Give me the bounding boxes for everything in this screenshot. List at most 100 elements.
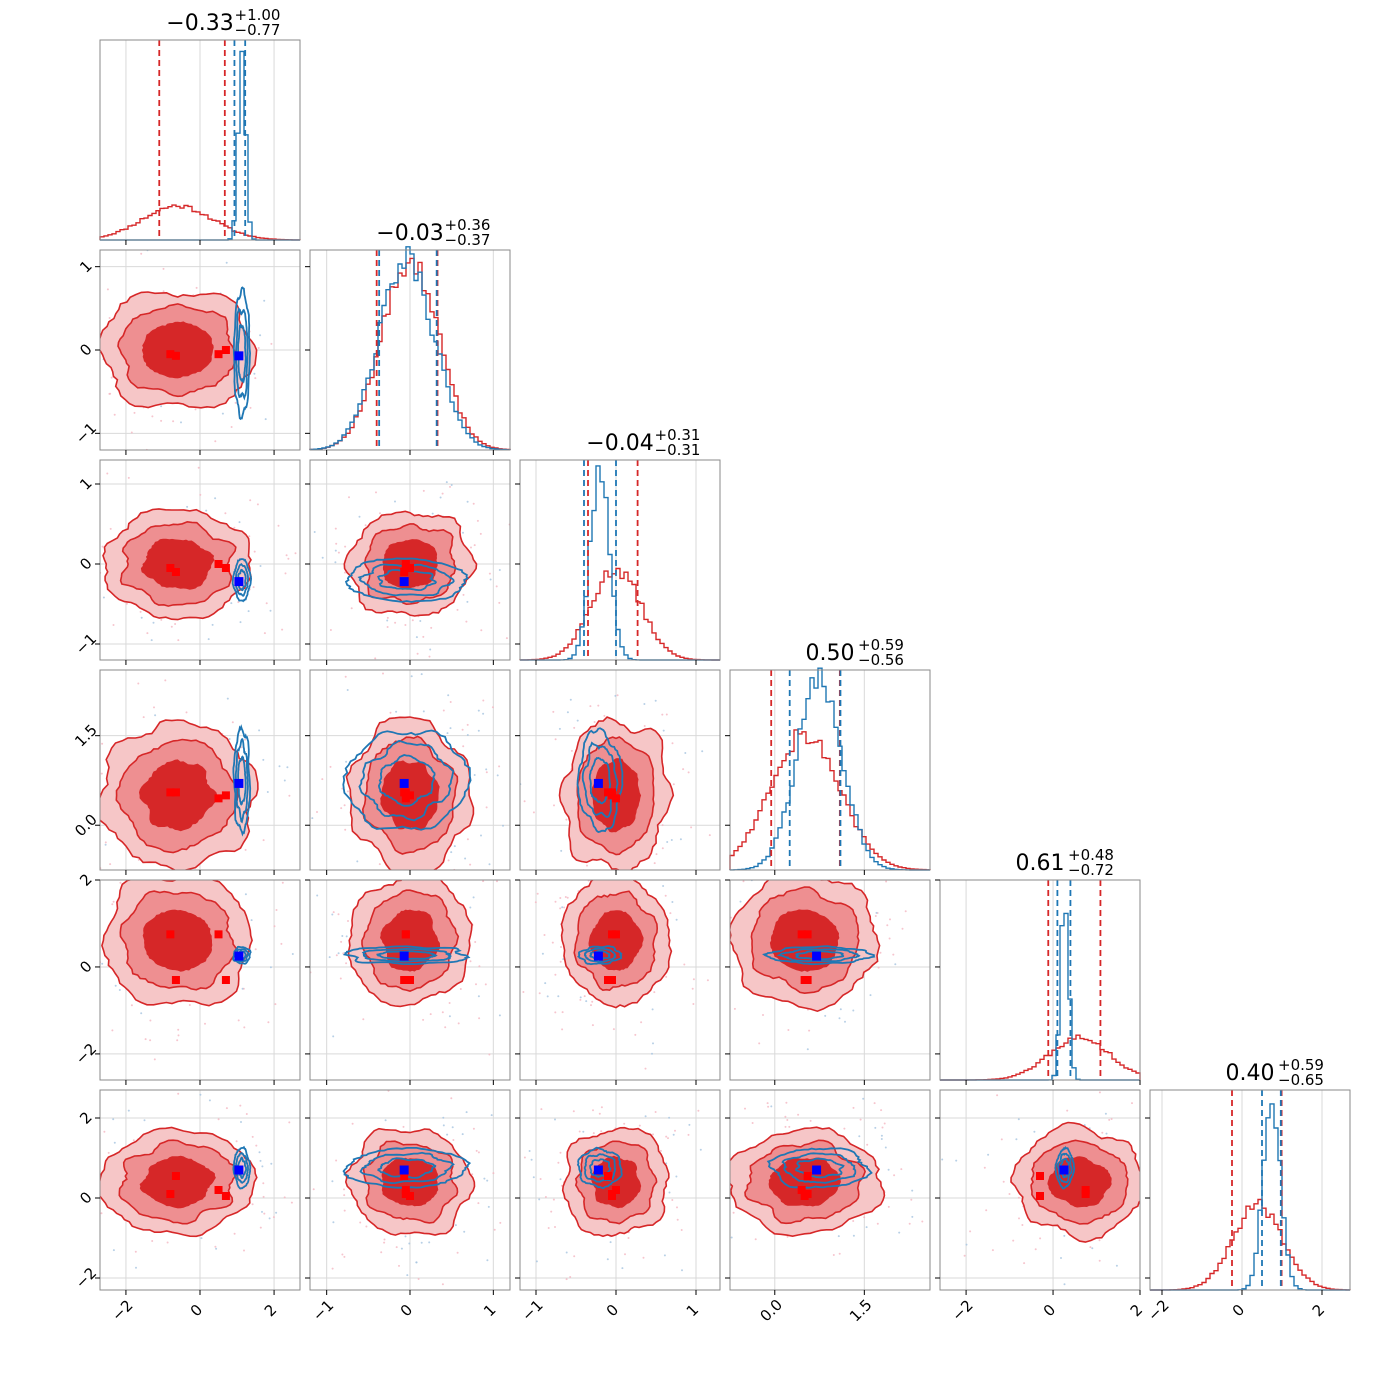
prior-histogram <box>729 729 931 871</box>
sample-point <box>111 908 113 910</box>
sample-point <box>132 1139 135 1142</box>
sample-point <box>425 1307 427 1309</box>
sample-point <box>860 1063 862 1065</box>
sample-point <box>112 900 115 903</box>
sample-point <box>379 512 381 515</box>
sample-point <box>92 722 94 724</box>
sample-point <box>321 881 323 883</box>
sample-point <box>448 1015 451 1018</box>
sample-point <box>160 618 163 621</box>
sample-point <box>687 1133 690 1136</box>
sample-point <box>78 1215 80 1217</box>
sample-point <box>405 872 407 874</box>
sample-point <box>699 1148 702 1151</box>
sample-point <box>469 863 472 866</box>
sample-point <box>473 774 476 776</box>
sample-point <box>852 1220 855 1222</box>
sample-point <box>343 1209 346 1212</box>
sample-point <box>92 607 94 609</box>
sample-point <box>543 934 546 936</box>
sample-point <box>113 413 116 416</box>
sample-point <box>845 854 847 856</box>
sample-point <box>71 1178 73 1180</box>
sample-point <box>1063 1283 1066 1286</box>
sample-point <box>89 781 91 783</box>
scatter-panel-4-2 <box>522 880 709 1070</box>
param-title-plus: +0.59 <box>1278 1056 1324 1074</box>
sample-point <box>674 1129 676 1132</box>
sample-point <box>332 1035 335 1038</box>
sample-point <box>439 496 442 499</box>
sample-point <box>477 729 480 732</box>
sample-point <box>784 1125 787 1128</box>
sample-point <box>226 697 229 700</box>
sample-point <box>109 527 112 530</box>
sample-point <box>543 547 545 549</box>
sample-point <box>441 492 444 495</box>
sample-point <box>539 1178 542 1180</box>
sample-point <box>134 1250 137 1253</box>
sample-point <box>667 1137 669 1140</box>
sample-point <box>64 1159 66 1161</box>
sample-point <box>763 835 765 837</box>
sample-point <box>152 621 155 624</box>
sample-point <box>478 1017 481 1020</box>
sample-point <box>259 1226 262 1229</box>
sample-point <box>316 894 319 897</box>
sample-point <box>566 711 569 714</box>
sample-point <box>564 896 567 898</box>
sample-point <box>441 1011 444 1014</box>
sample-point <box>487 1205 490 1208</box>
sample-point <box>411 619 414 622</box>
sample-point <box>455 848 457 850</box>
sample-point <box>244 889 246 891</box>
sample-point <box>1066 1109 1069 1112</box>
sample-point <box>472 502 475 505</box>
sample-point <box>346 865 348 867</box>
sample-point <box>264 418 267 421</box>
sample-point <box>205 509 208 512</box>
sample-point <box>1115 1264 1118 1267</box>
sample-point <box>272 1216 275 1219</box>
posterior-contour <box>358 739 455 822</box>
sample-point <box>1157 1169 1159 1171</box>
prior-truth-marker <box>406 1192 414 1200</box>
sample-point <box>334 527 337 530</box>
sample-point <box>195 286 198 289</box>
sample-point <box>559 1178 562 1181</box>
sample-point <box>194 408 197 411</box>
sample-point <box>344 545 347 548</box>
sample-point <box>498 1014 501 1017</box>
sample-point <box>884 1146 887 1149</box>
prior-truth-marker <box>166 1190 175 1198</box>
sample-point <box>416 652 419 655</box>
sample-point <box>669 912 672 915</box>
sample-point <box>569 1276 572 1278</box>
sample-point <box>609 1241 612 1244</box>
prior-truth-marker <box>803 930 812 939</box>
sample-point <box>303 781 305 783</box>
sample-point <box>102 596 105 599</box>
sample-point <box>560 849 563 852</box>
sample-point <box>107 1151 110 1154</box>
sample-point <box>345 760 348 763</box>
sample-point <box>104 841 107 844</box>
sample-point <box>1060 1257 1062 1259</box>
sample-point <box>233 526 236 529</box>
sample-point <box>552 710 555 713</box>
sample-point <box>160 405 163 408</box>
sample-point <box>859 1118 862 1121</box>
sample-point <box>866 1143 869 1146</box>
sample-point <box>665 713 668 716</box>
sample-point <box>230 602 233 605</box>
sample-point <box>127 476 130 479</box>
sample-point <box>422 1018 425 1021</box>
sample-point <box>1167 1146 1169 1148</box>
param-title-5: 0.40 <box>1226 1061 1275 1086</box>
sample-point <box>652 1042 654 1045</box>
sample-point <box>449 727 452 730</box>
sample-point <box>466 838 469 841</box>
scatter-panel-2-1 <box>313 481 545 660</box>
sample-point <box>54 763 56 765</box>
sample-point <box>1195 1151 1197 1153</box>
